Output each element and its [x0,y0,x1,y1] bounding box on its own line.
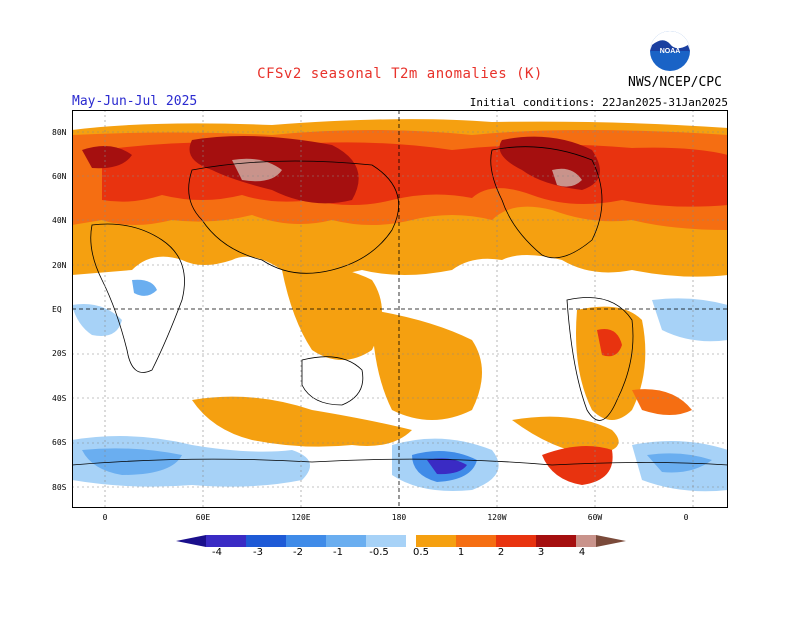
colorbar-swatch [496,535,536,547]
lon-label-60e: 60E [195,513,211,522]
noaa-logo: NOAA [650,31,690,71]
colorbar-swatch [286,535,326,547]
colorbar-swatch [456,535,496,547]
lat-label-40n: 40N [52,216,67,225]
colorbar-neutral [406,535,416,547]
colorbar-swatch [536,535,576,547]
colorbar-label: 2 [497,547,505,558]
lat-label-60n: 60N [52,172,67,181]
lat-label-60s: 60S [52,438,67,447]
colorbar-swatch [366,535,406,547]
lon-label-180: 180 [391,513,407,522]
svg-text:NOAA: NOAA [660,48,681,55]
africa-outline [90,223,185,373]
initial-conditions-label: Initial conditions: 22Jan2025-31Jan2025 [469,96,728,109]
lat-label-eq: EQ [52,305,62,314]
colorbar-swatch [246,535,286,547]
lat-label-80s: 80S [52,483,67,492]
colorbar-label: 4 [578,547,586,558]
lat-label-80n: 80N [52,128,67,137]
south-america-outline [566,297,634,421]
colorbar-arrow-warm [596,535,626,547]
colorbar-label: -3 [253,547,263,558]
map-title: CFSv2 seasonal T2m anomalies (K) [257,66,543,82]
north-america-outline [490,146,603,259]
colorbar-label: 1 [457,547,465,558]
lon-label-120w: 120W [487,513,507,522]
colorbar-swatch [206,535,246,547]
season-label: May-Jun-Jul 2025 [72,94,198,109]
eurasia-outline [188,160,399,274]
colorbar-label: -0.5 [369,547,389,558]
anomaly-map [72,110,728,508]
colorbar-label: 3 [537,547,545,558]
anomaly-map-canvas [72,110,728,508]
lat-label-20n: 20N [52,261,67,270]
lon-label-0: 0 [102,513,108,522]
lon-label-120e: 120E [291,513,311,522]
colorbar-label: -4 [212,547,222,558]
warm-anomaly-shading [72,119,728,485]
colorbar-label: -1 [333,547,343,558]
antarctica-outline [72,458,728,466]
colorbar-swatch [416,535,456,547]
map-frame [72,110,728,508]
lat-label-40s: 40S [52,394,67,403]
cold-anomaly-shading [72,279,728,492]
agency-label: NWS/NCEP/CPC [628,75,722,90]
colorbar-label: 0.5 [413,547,429,558]
colorbar-label: -2 [293,547,303,558]
lon-label-0-east: 0 [683,513,689,522]
colorbar-swatch [576,535,596,547]
colorbar-swatch [326,535,366,547]
lon-label-60w: 60W [587,513,603,522]
colorbar-arrow-cold [176,535,206,547]
graticule [72,110,728,508]
lat-label-20s: 20S [52,349,67,358]
colorbar [176,535,626,547]
